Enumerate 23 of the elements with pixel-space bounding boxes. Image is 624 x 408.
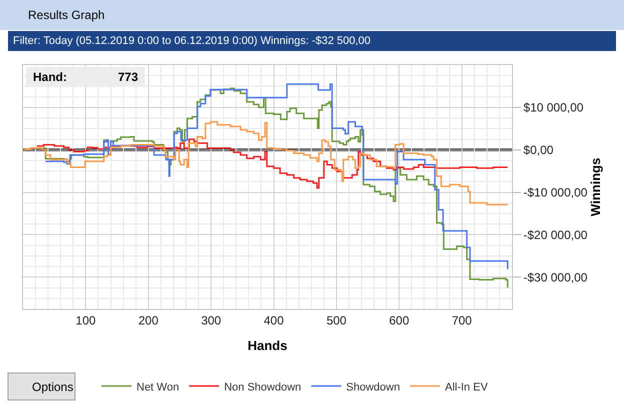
chart-title: Results Graph [28, 8, 105, 22]
text: Options [32, 380, 74, 394]
x-tick-label: 700 [452, 313, 472, 328]
y-axis-title: Winnings [588, 158, 603, 216]
y-tick-label: $10 000,00 [523, 100, 584, 115]
y-tick-label: -$10 000,00 [523, 186, 588, 200]
x-tick-label: 200 [138, 313, 159, 328]
annotation: 773 [118, 70, 138, 84]
chart-subtitle: Filter: Today (05.12.2019 0:00 to 06.12.2019 0:00) Winnings: -$32 500,00 [13, 35, 371, 47]
x-tick-label: 600 [389, 313, 410, 328]
legend-label: Showdown [346, 381, 400, 394]
x-tick-label: 300 [201, 313, 222, 328]
legend-label: Net Won [136, 381, 180, 394]
y-tick-label: $0,00 [523, 143, 554, 158]
x-tick-label: 100 [76, 313, 96, 328]
annotation: Hand: [33, 70, 67, 84]
legend-label: All-In EV [444, 381, 488, 394]
y-tick-label: -$20 000,00 [523, 228, 588, 242]
x-axis-title: Hands [248, 338, 288, 353]
legend-label: Non Showdown [224, 381, 302, 394]
x-tick-label: 400 [264, 313, 284, 328]
x-tick-label: 500 [326, 313, 347, 328]
y-tick-label: -$30 000,00 [523, 270, 588, 284]
